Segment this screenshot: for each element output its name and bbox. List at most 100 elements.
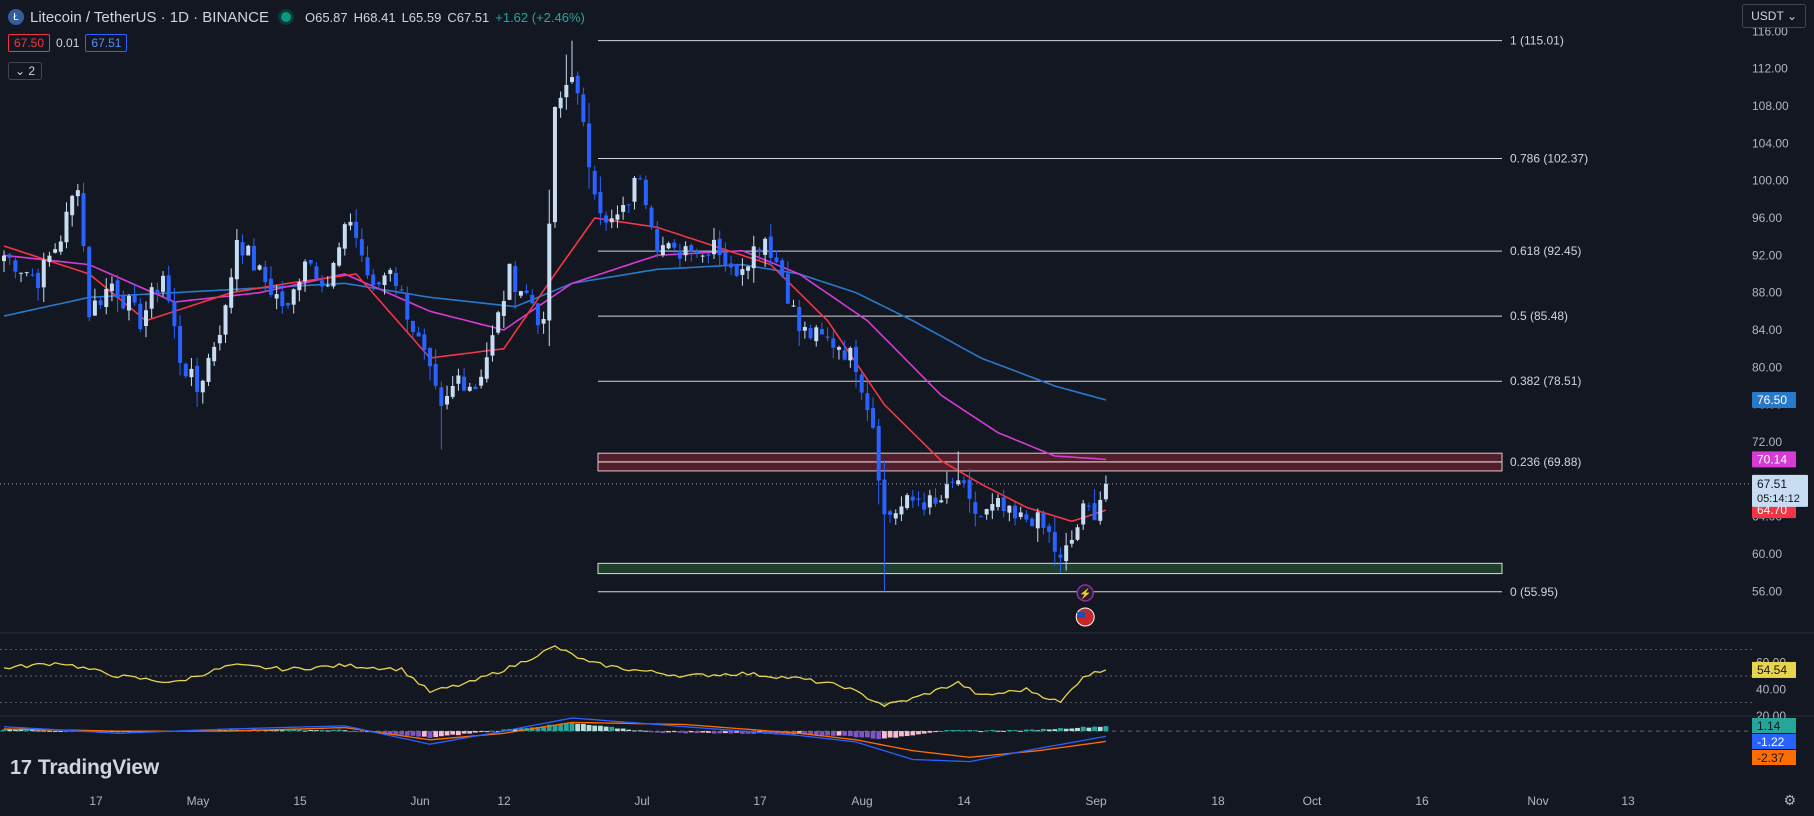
macd-bar	[643, 730, 649, 732]
price-tick-label: 60.00	[1752, 547, 1782, 561]
macd-bar	[461, 731, 467, 734]
candle-body	[19, 272, 24, 274]
macd-bar	[700, 731, 706, 733]
macd-bar	[552, 724, 558, 732]
candle-body	[1069, 539, 1074, 544]
price-tick-label: 92.00	[1752, 248, 1782, 262]
macd-bar	[12, 729, 18, 732]
candle-body	[433, 363, 438, 386]
last-price-label: 67.51	[1757, 477, 1787, 491]
candle-body	[638, 178, 643, 180]
candle-body	[666, 243, 671, 249]
candle-body	[155, 289, 160, 293]
candle-body	[990, 504, 995, 511]
candle-body	[30, 274, 35, 276]
macd-bar	[899, 731, 904, 737]
macd-bar	[7, 729, 13, 732]
candle-body	[581, 94, 586, 123]
price-badge-label: 76.50	[1757, 393, 1787, 407]
macd-bar	[103, 731, 109, 733]
ema-slow-line	[3, 263, 1107, 401]
macd-bar	[972, 730, 978, 732]
indicators-collapse-button[interactable]: ⌄ 2	[8, 62, 43, 80]
candle-body	[598, 191, 603, 214]
macd-bar	[1058, 728, 1063, 732]
candle-body	[956, 480, 961, 485]
candle-body	[587, 123, 592, 168]
candle-body	[825, 336, 830, 338]
candle-body	[189, 368, 194, 378]
candle-body	[842, 350, 847, 360]
macd-bar	[853, 731, 859, 738]
fib-level-label: 0.5 (85.48)	[1510, 309, 1568, 323]
candle-body	[734, 263, 739, 276]
candle-body	[950, 481, 955, 483]
candle-body	[592, 170, 597, 195]
candle-body	[331, 262, 336, 287]
macd-bar	[47, 730, 52, 732]
candle-body	[240, 242, 245, 256]
indicator-count: 2	[28, 64, 36, 78]
candle-body	[694, 251, 699, 254]
candle-body	[1030, 518, 1035, 527]
us-flag-canton	[1077, 612, 1086, 618]
candle-body	[996, 498, 1000, 508]
tradingview-logo[interactable]: 17 TradingView	[10, 756, 159, 780]
macd-bar	[563, 723, 569, 732]
candle-body	[1081, 503, 1086, 525]
candle-body	[303, 261, 308, 282]
macd-bar	[711, 731, 717, 734]
gear-icon[interactable]: ⚙	[1783, 792, 1796, 808]
candle-body	[626, 204, 631, 206]
buy-button[interactable]: 67.51	[85, 34, 128, 52]
time-tick-label: Jun	[410, 794, 429, 808]
price-tick-label: 80.00	[1752, 360, 1782, 374]
macd-bar	[410, 731, 416, 736]
candle-body	[92, 300, 97, 316]
macd-bar	[58, 730, 64, 732]
macd-bar	[450, 731, 456, 735]
candle-body	[1018, 512, 1023, 517]
macd-bar	[484, 731, 490, 733]
sell-button[interactable]: 67.50	[8, 34, 51, 52]
macd-bar	[961, 730, 967, 732]
macd-bar	[722, 731, 728, 734]
candle-body	[984, 509, 989, 515]
time-tick-label: Sep	[1085, 794, 1107, 808]
candle-body	[978, 516, 983, 518]
rsi-line	[3, 645, 1107, 708]
candle-body	[876, 425, 881, 481]
trade-buttons: 67.50 0.01 67.51	[8, 34, 128, 52]
price-tick-label: 96.00	[1752, 211, 1782, 225]
candle-body	[138, 303, 143, 330]
fib-level-label: 0.382 (78.51)	[1510, 374, 1581, 388]
time-tick-label: Aug	[851, 794, 872, 808]
candle-body	[723, 252, 728, 267]
fib-level-label: 0.618 (92.45)	[1510, 244, 1581, 258]
rsi-value-label: 54.54	[1757, 663, 1787, 677]
candle-body	[456, 375, 461, 384]
candle-body	[1092, 503, 1097, 521]
macd-bar	[978, 731, 984, 733]
symbol-title[interactable]: Litecoin / TetherUS · 1D · BINANCE	[30, 8, 269, 26]
macd-bar	[864, 731, 870, 738]
ohlc-values: O65.87 H68.41 L65.59 C67.51 +1.62 (+2.46…	[305, 10, 585, 25]
candle-body	[161, 275, 166, 292]
macd-bar	[660, 731, 666, 734]
macd-bar	[314, 730, 319, 732]
macd-bar	[598, 725, 603, 732]
macd-bar	[967, 729, 972, 732]
candle-body	[405, 294, 410, 320]
candle-body	[683, 246, 688, 256]
candle-body	[337, 247, 342, 266]
market-status-icon[interactable]	[280, 12, 291, 22]
time-tick-label: Jul	[634, 794, 649, 808]
macd-bar	[478, 731, 484, 733]
macd-bar	[24, 728, 30, 732]
macd-bar	[1075, 727, 1080, 732]
candle-body	[462, 376, 467, 391]
candle-body	[655, 229, 660, 253]
macd-value-badge	[1752, 734, 1796, 749]
currency-selector[interactable]: USDT ⌄	[1742, 4, 1806, 28]
